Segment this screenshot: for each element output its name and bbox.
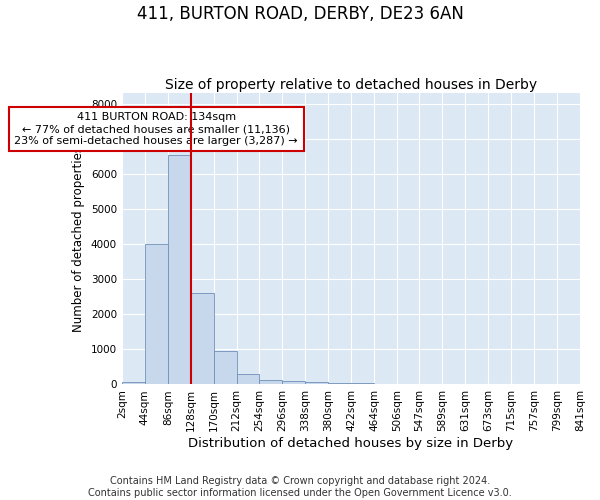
X-axis label: Distribution of detached houses by size in Derby: Distribution of detached houses by size … bbox=[188, 437, 514, 450]
Bar bbox=[168, 154, 191, 384]
Bar bbox=[283, 382, 305, 384]
Title: Size of property relative to detached houses in Derby: Size of property relative to detached ho… bbox=[165, 78, 537, 92]
Text: 411 BURTON ROAD: 134sqm
← 77% of detached houses are smaller (11,136)
23% of sem: 411 BURTON ROAD: 134sqm ← 77% of detache… bbox=[14, 112, 298, 146]
Bar bbox=[214, 351, 236, 384]
Bar bbox=[236, 374, 259, 384]
Bar bbox=[122, 382, 145, 384]
Bar bbox=[328, 382, 351, 384]
Text: Contains HM Land Registry data © Crown copyright and database right 2024.
Contai: Contains HM Land Registry data © Crown c… bbox=[88, 476, 512, 498]
Bar bbox=[305, 382, 328, 384]
Y-axis label: Number of detached properties: Number of detached properties bbox=[73, 146, 85, 332]
Bar bbox=[259, 380, 283, 384]
Text: 411, BURTON ROAD, DERBY, DE23 6AN: 411, BURTON ROAD, DERBY, DE23 6AN bbox=[137, 5, 463, 23]
Bar bbox=[191, 293, 214, 384]
Bar bbox=[145, 244, 168, 384]
